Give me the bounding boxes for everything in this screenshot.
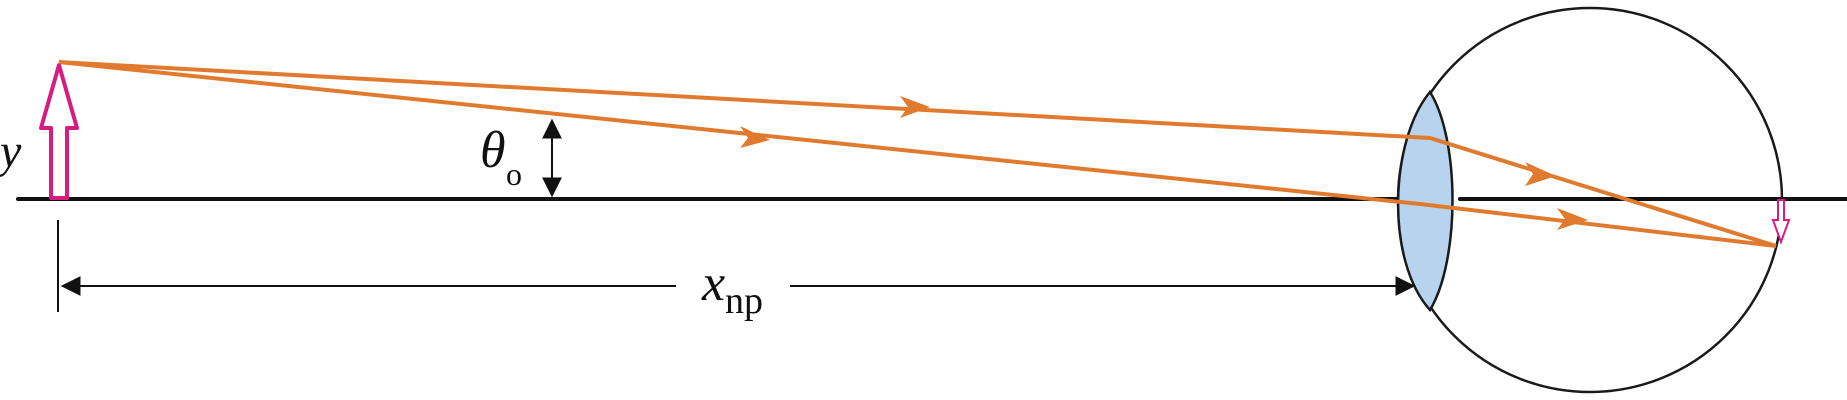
object-height-label: y <box>0 125 22 178</box>
top-light-ray <box>58 60 1777 248</box>
angle-label: θ <box>480 122 506 179</box>
eye-lens <box>1396 89 1454 313</box>
ray-arrow-lower-1 <box>740 126 770 148</box>
distance-subscript: np <box>725 280 763 322</box>
ray-arrow-lower-2 <box>1557 208 1588 230</box>
angle-subscript: o <box>506 156 522 192</box>
ray-arrow-upper-2 <box>1525 162 1556 186</box>
lower-light-ray <box>58 60 1777 248</box>
ray-arrow-upper-1 <box>900 96 930 118</box>
distance-label: x <box>701 255 725 312</box>
object-arrow <box>39 63 79 200</box>
retina-image-arrow <box>1771 199 1791 245</box>
